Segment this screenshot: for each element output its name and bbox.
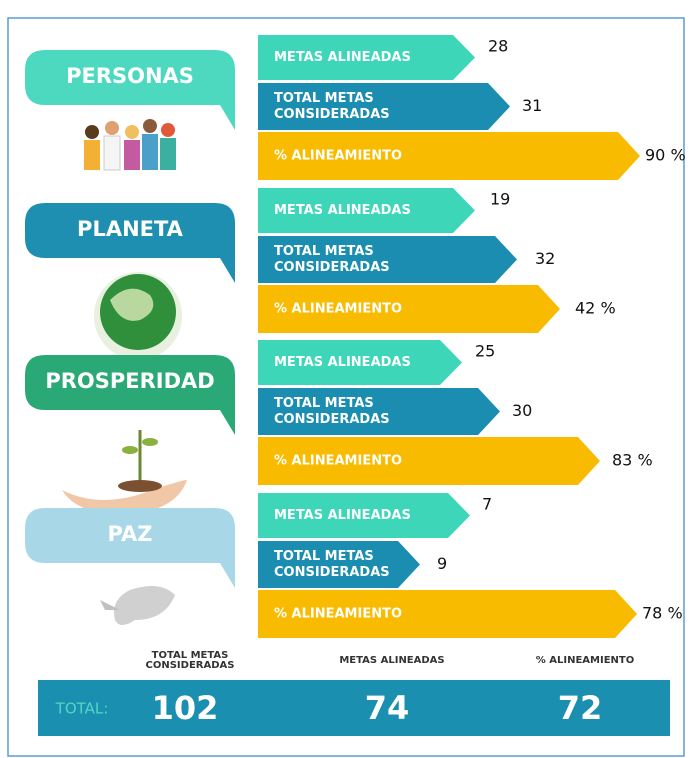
row-value: 83 % xyxy=(612,451,653,470)
row-arrow xyxy=(258,388,500,435)
row-label: METAS ALINEADAS xyxy=(274,203,411,218)
row-arrow xyxy=(258,35,475,80)
total-value: 72 xyxy=(558,689,603,727)
group-name: PROSPERIDAD xyxy=(45,369,214,393)
total-header: CONSIDERADAS xyxy=(146,660,235,671)
group-name: PLANETA xyxy=(77,217,184,241)
icon-dove xyxy=(100,586,175,625)
row-arrow xyxy=(258,493,470,538)
row-label: METAS ALINEADAS xyxy=(274,508,411,523)
icon-hand-plant xyxy=(62,430,187,515)
row-label: % ALINEAMIENTO xyxy=(274,454,402,469)
row-arrow xyxy=(258,83,510,130)
row-value: 7 xyxy=(482,495,492,514)
row-label: TOTAL METAS xyxy=(274,549,374,564)
row-arrow xyxy=(258,236,517,283)
row-label: CONSIDERADAS xyxy=(274,412,390,427)
row-label: % ALINEAMIENTO xyxy=(274,302,402,317)
row-label: METAS ALINEADAS xyxy=(274,355,411,370)
row-label: TOTAL METAS xyxy=(274,91,374,106)
row-arrow xyxy=(258,541,420,588)
total-value: 102 xyxy=(152,689,219,727)
row-label: TOTAL METAS xyxy=(274,244,374,259)
row-label: CONSIDERADAS xyxy=(274,260,390,275)
group-name: PERSONAS xyxy=(66,64,194,88)
group-bubble xyxy=(25,508,235,588)
row-value: 42 % xyxy=(575,299,616,318)
icon-people xyxy=(84,119,176,171)
row-label: CONSIDERADAS xyxy=(274,107,390,122)
total-bar xyxy=(38,680,670,736)
row-value: 19 xyxy=(490,190,510,209)
row-arrow xyxy=(258,340,462,385)
row-label: % ALINEAMIENTO xyxy=(274,149,402,164)
row-value: 30 xyxy=(512,401,532,420)
total-header: TOTAL METAS xyxy=(152,650,229,661)
total-label: TOTAL: xyxy=(55,700,109,718)
row-arrow xyxy=(258,188,475,233)
row-arrow xyxy=(258,590,637,638)
group-name: PAZ xyxy=(108,522,153,546)
total-value: 74 xyxy=(365,689,410,727)
frame xyxy=(7,17,685,757)
group-bubble xyxy=(25,203,235,283)
group-bubble xyxy=(25,50,235,130)
row-value: 90 % xyxy=(645,146,686,165)
row-label: % ALINEAMIENTO xyxy=(274,607,402,622)
total-header: METAS ALINEADAS xyxy=(339,655,444,666)
row-value: 9 xyxy=(437,554,447,573)
icon-globe xyxy=(94,272,182,360)
row-label: CONSIDERADAS xyxy=(274,565,390,580)
group-bubble xyxy=(25,355,235,435)
row-label: METAS ALINEADAS xyxy=(274,50,411,65)
row-value: 28 xyxy=(488,37,508,56)
row-value: 25 xyxy=(475,342,495,361)
total-header: % ALINEAMIENTO xyxy=(536,655,634,666)
row-value: 31 xyxy=(522,96,542,115)
row-arrow xyxy=(258,132,640,180)
row-value: 32 xyxy=(535,249,555,268)
row-value: 78 % xyxy=(642,604,683,623)
row-arrow xyxy=(258,437,600,485)
row-label: TOTAL METAS xyxy=(274,396,374,411)
row-arrow xyxy=(258,285,560,333)
